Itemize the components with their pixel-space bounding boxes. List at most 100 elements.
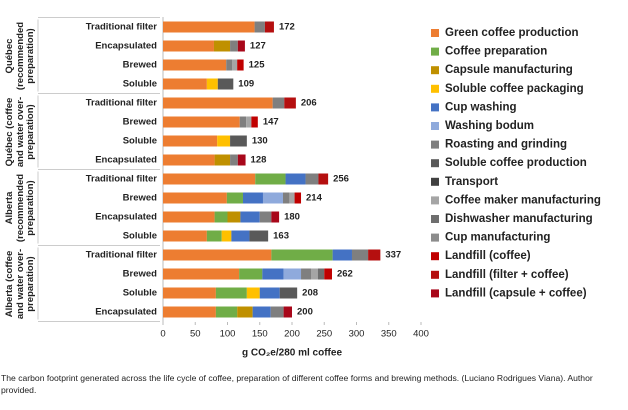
bar-segment — [237, 306, 253, 318]
caption: The carbon footprint generated across th… — [1, 373, 593, 395]
bar-segment — [163, 135, 218, 147]
legend-label: Landfill (capsule + coffee) — [445, 287, 587, 299]
total-label: 206 — [301, 98, 317, 109]
bar-segment — [231, 230, 250, 242]
bar-segment — [239, 268, 263, 280]
legend-swatch — [431, 84, 439, 93]
group-label: Alberta (recommended preparation) — [4, 173, 37, 242]
bar-segment — [215, 306, 238, 318]
category-label: Encapsulated — [95, 41, 157, 52]
bar-segment — [259, 287, 280, 299]
total-label: 256 — [333, 174, 349, 185]
legend-swatch — [431, 103, 439, 112]
legend-label: Soluble coffee production — [445, 157, 587, 169]
legend-label: Transport — [445, 176, 498, 188]
bar-segment — [289, 192, 295, 204]
bar-segment — [249, 230, 269, 242]
bar-segment — [163, 21, 255, 33]
bar-segment — [318, 173, 329, 185]
bar-segment — [246, 116, 252, 128]
bar-segment — [163, 268, 240, 280]
legend-label: Dishwasher manufacturing — [445, 213, 593, 225]
bar-segment — [271, 249, 333, 261]
bar-segment — [217, 78, 234, 90]
bar-segment — [294, 192, 302, 204]
total-label: 172 — [279, 22, 295, 33]
x-tick-label: 0 — [160, 329, 165, 340]
bar-segment — [271, 211, 280, 223]
total-label: 337 — [385, 250, 401, 261]
legend-label: Soluble coffee packaging — [445, 83, 584, 95]
bar-segment — [163, 249, 272, 261]
bar-segment — [285, 173, 306, 185]
bar-segment — [368, 249, 381, 261]
category-label: Soluble — [123, 231, 157, 242]
category-label: Brewed — [123, 117, 158, 128]
total-label: 109 — [238, 79, 254, 90]
legend-swatch — [431, 289, 439, 298]
bar-segment — [301, 268, 312, 280]
bar-segment — [254, 21, 265, 33]
x-tick-label: 200 — [284, 329, 300, 340]
bar-segment — [221, 230, 232, 242]
category-label: Soluble — [123, 288, 157, 299]
bar-segment — [255, 173, 286, 185]
category-label: Encapsulated — [95, 155, 157, 166]
bar-segment — [227, 211, 241, 223]
total-label: 130 — [252, 136, 268, 147]
bar-segment — [163, 59, 227, 71]
bar-segment — [163, 154, 215, 166]
legend-swatch — [431, 159, 439, 168]
legend-label: Coffee preparation — [445, 46, 547, 58]
group-label: Alberta (coffee and water over-preparati… — [4, 248, 37, 319]
bar-segment — [226, 59, 233, 71]
category-label: Soluble — [123, 79, 157, 90]
category-label: Traditional filter — [86, 22, 158, 33]
legend-label: Cup washing — [445, 101, 517, 113]
bar-segment — [317, 268, 325, 280]
total-label: 125 — [249, 60, 266, 71]
bar-segment — [217, 135, 231, 147]
bar-segment — [240, 211, 260, 223]
total-label: 147 — [263, 117, 279, 128]
total-label: 214 — [306, 193, 323, 204]
legend-label: Washing bodum — [445, 120, 534, 132]
total-label: 208 — [302, 288, 318, 299]
bar-segment — [163, 211, 215, 223]
category-label: Encapsulated — [95, 212, 157, 223]
legend-label: Capsule manufacturing — [445, 64, 573, 76]
bar-segment — [239, 116, 247, 128]
bar-segment — [311, 268, 318, 280]
bar-segment — [351, 249, 369, 261]
category-label: Brewed — [123, 193, 158, 204]
x-tick-label: 100 — [220, 329, 236, 340]
bar-segment — [226, 192, 243, 204]
bar-segment — [206, 230, 222, 242]
legend-swatch — [431, 177, 439, 186]
bar-segment — [215, 287, 247, 299]
category-label: Brewed — [123, 60, 158, 71]
category-label: Brewed — [123, 269, 158, 280]
bar-segment — [332, 249, 352, 261]
x-tick-label: 400 — [413, 329, 429, 340]
legend-label: Landfill (filter + coffee) — [445, 269, 569, 281]
legend-swatch — [431, 140, 439, 149]
bar-segment — [230, 135, 247, 147]
total-label: 262 — [337, 269, 353, 280]
total-label: 128 — [251, 155, 267, 166]
bar-segment — [283, 268, 302, 280]
category-label: Traditional filter — [86, 98, 158, 109]
bar-segment — [324, 268, 332, 280]
bar-segment — [264, 21, 274, 33]
bar-segment — [237, 154, 246, 166]
bar-segment — [251, 116, 258, 128]
bar-segment — [272, 97, 285, 109]
bar-segment — [230, 154, 238, 166]
legend-swatch — [431, 196, 439, 205]
category-label: Soluble — [123, 136, 157, 147]
bar-segment — [163, 192, 227, 204]
bar-segment — [163, 173, 256, 185]
legend-swatch — [431, 122, 439, 130]
x-tick-label: 250 — [316, 329, 332, 340]
